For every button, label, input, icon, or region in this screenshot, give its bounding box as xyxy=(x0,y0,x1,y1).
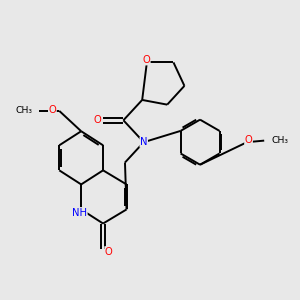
Text: O: O xyxy=(142,55,150,65)
Text: NH: NH xyxy=(72,208,87,218)
Text: CH₃: CH₃ xyxy=(16,106,33,116)
Text: O: O xyxy=(94,115,101,125)
Text: O: O xyxy=(245,135,252,145)
Text: N: N xyxy=(140,137,148,147)
Text: O: O xyxy=(105,247,112,257)
Text: O: O xyxy=(49,105,56,115)
Text: CH₃: CH₃ xyxy=(271,136,288,145)
